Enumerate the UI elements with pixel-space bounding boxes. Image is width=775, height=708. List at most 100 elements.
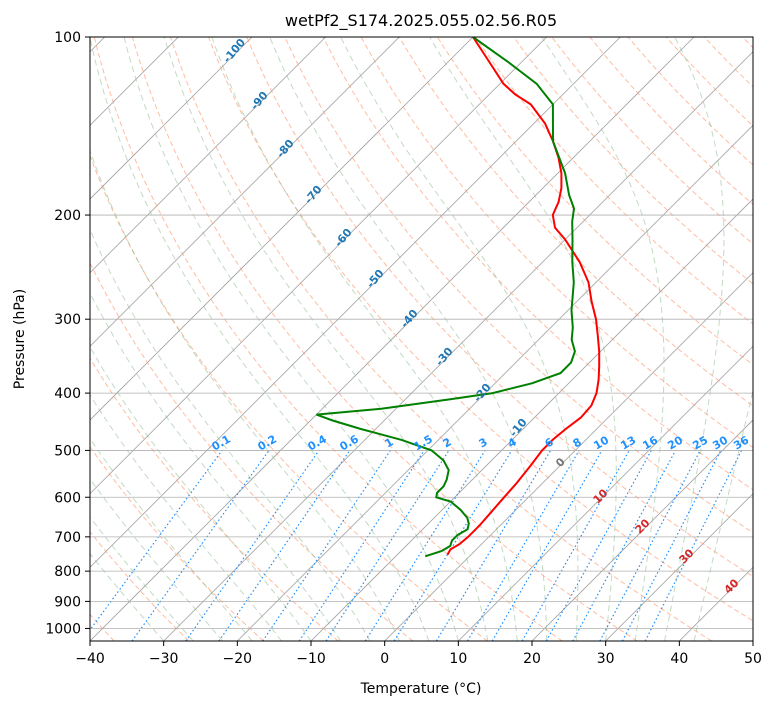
- dry-adiabat-line: [398, 37, 753, 407]
- mixing-ratio-line: [90, 450, 223, 631]
- dry-adiabat-line: [322, 37, 753, 491]
- isotherm-line: [237, 124, 753, 641]
- profile-series: [316, 37, 601, 558]
- moist-adiabat-line: [90, 437, 253, 641]
- isotherm-line: [90, 37, 474, 421]
- mixing-ratio-line: [435, 450, 552, 641]
- mixing-ratio-line: [131, 450, 270, 641]
- x-tick-label: 50: [744, 651, 762, 667]
- moist-adiabat-line: [340, 37, 579, 641]
- y-tick-label: 400: [54, 386, 81, 402]
- moist-adiabat-line: [90, 346, 312, 641]
- moist-adiabat-line: [90, 228, 371, 641]
- mixing-ratio-label: 25: [690, 434, 710, 453]
- dry-adiabat-line: [208, 37, 753, 622]
- moist-adiabat-line: [123, 37, 459, 641]
- y-tick-label: 300: [54, 312, 81, 328]
- x-tick-label: −30: [149, 651, 179, 667]
- mixing-ratio-label: 30: [710, 433, 730, 452]
- isotherm-line: [531, 419, 753, 641]
- isotherm-line: [163, 51, 753, 641]
- dry-adiabat-line: [90, 357, 339, 641]
- plot-frame: [89, 36, 754, 642]
- mixing-ratio-line: [466, 450, 580, 641]
- y-axis-label: Pressure (hPa): [12, 289, 28, 389]
- isotherm-line: [90, 37, 547, 495]
- moist-adiabat-line: [429, 37, 617, 641]
- isotherm-line: [679, 566, 753, 641]
- dry-adiabat-line: [436, 37, 753, 366]
- x-tick-label: 40: [670, 651, 688, 667]
- mixing-ratio-label: 10: [591, 433, 611, 452]
- dry-adiabat-line: [589, 37, 753, 205]
- y-tick-label: 100: [54, 30, 81, 46]
- moist-adiabat-line: [664, 37, 725, 641]
- mixing-ratio-line: [644, 450, 743, 641]
- mixing-ratio-line: [262, 450, 391, 641]
- mixing-ratio-label: 20: [665, 433, 685, 452]
- dry-adiabat-line: [246, 37, 753, 578]
- y-tick-label: 500: [54, 443, 81, 459]
- dry-adiabat-line: [742, 37, 753, 49]
- isotherm-line: [458, 345, 753, 641]
- dry-adiabat-line: [551, 37, 753, 245]
- mixing-ratio-label: 3: [477, 435, 490, 450]
- mixing-ratio-line: [185, 450, 320, 641]
- x-axis-label: Temperature (°C): [360, 681, 482, 697]
- x-tick-label: 20: [523, 651, 541, 667]
- dry-adiabat-label: -30: [433, 345, 456, 369]
- isotherm-line: [90, 37, 253, 200]
- dry-adiabat-line: [90, 530, 190, 641]
- isotherm-line: [752, 640, 753, 641]
- dry-adiabat-line: [90, 445, 264, 641]
- mixing-ratio-line: [521, 450, 630, 641]
- dry-adiabat-line: [90, 154, 488, 641]
- mixing-ratio-line: [298, 450, 425, 641]
- mixing-ratio-label: 2: [441, 435, 454, 450]
- moist-adiabat-line: [90, 516, 194, 641]
- moist-adiabat-label: 30: [677, 546, 697, 566]
- dry-adiabat-label: -90: [248, 89, 271, 113]
- x-axis-ticks: −40 −30 −20 −10 0 10 20 30 40 50: [75, 641, 762, 667]
- mixing-ratio-line: [599, 450, 701, 641]
- moist-adiabat-line: [90, 478, 223, 641]
- moist-adiabat-label: 10: [591, 486, 611, 506]
- moist-adiabat-line: [90, 394, 282, 641]
- dry-adiabat-label: -50: [364, 267, 387, 291]
- dewpoint-line: [316, 37, 576, 558]
- moist-adiabat-line: [269, 37, 548, 641]
- mixing-ratio-label: 36: [731, 433, 751, 452]
- chart-title: wetPf2_S174.2025.055.02.56.R05: [285, 11, 557, 31]
- y-tick-label: 800: [54, 564, 81, 580]
- isotherm-line: [90, 37, 621, 568]
- y-tick-label: 200: [54, 208, 81, 224]
- x-tick-label: −40: [75, 651, 105, 667]
- isotherm-line: [90, 37, 695, 641]
- moist-adiabat-line: [90, 291, 341, 641]
- isotherm-line: [90, 37, 326, 274]
- y-tick-label: 700: [54, 530, 81, 546]
- isotherm-lines: [90, 37, 753, 641]
- mixing-ratio-line: [621, 450, 722, 641]
- mixing-ratio-line: [572, 450, 677, 641]
- x-tick-label: 10: [449, 651, 467, 667]
- dry-adiabat-line: [170, 37, 712, 641]
- dry-adiabat-line: [627, 37, 753, 166]
- line-labels: -100-90-80-70-60-50-40-30-20-10010203040…: [210, 36, 752, 597]
- dry-adiabat-line: [131, 37, 638, 641]
- dry-adiabat-line: [90, 261, 414, 641]
- moist-adiabat-line: [541, 37, 665, 641]
- isotherm-line: [310, 198, 753, 641]
- temperature-line: [446, 37, 601, 556]
- mixing-ratio-line: [364, 450, 486, 641]
- x-tick-label: −20: [223, 651, 253, 667]
- moist-adiabat-line: [90, 149, 400, 641]
- dry-adiabat-line: [93, 37, 563, 641]
- moist-adiabat-line: [211, 37, 518, 641]
- moist-adiabat-line: [90, 552, 165, 641]
- y-axis-ticks: 1000 900 800 700 600 500 400 300 200 100: [45, 30, 90, 637]
- dry-adiabat-label: -60: [332, 226, 355, 250]
- dry-adiabat-line: [360, 37, 753, 449]
- moist-adiabat-label: 0: [553, 455, 568, 470]
- moist-adiabat-label: 20: [633, 516, 653, 536]
